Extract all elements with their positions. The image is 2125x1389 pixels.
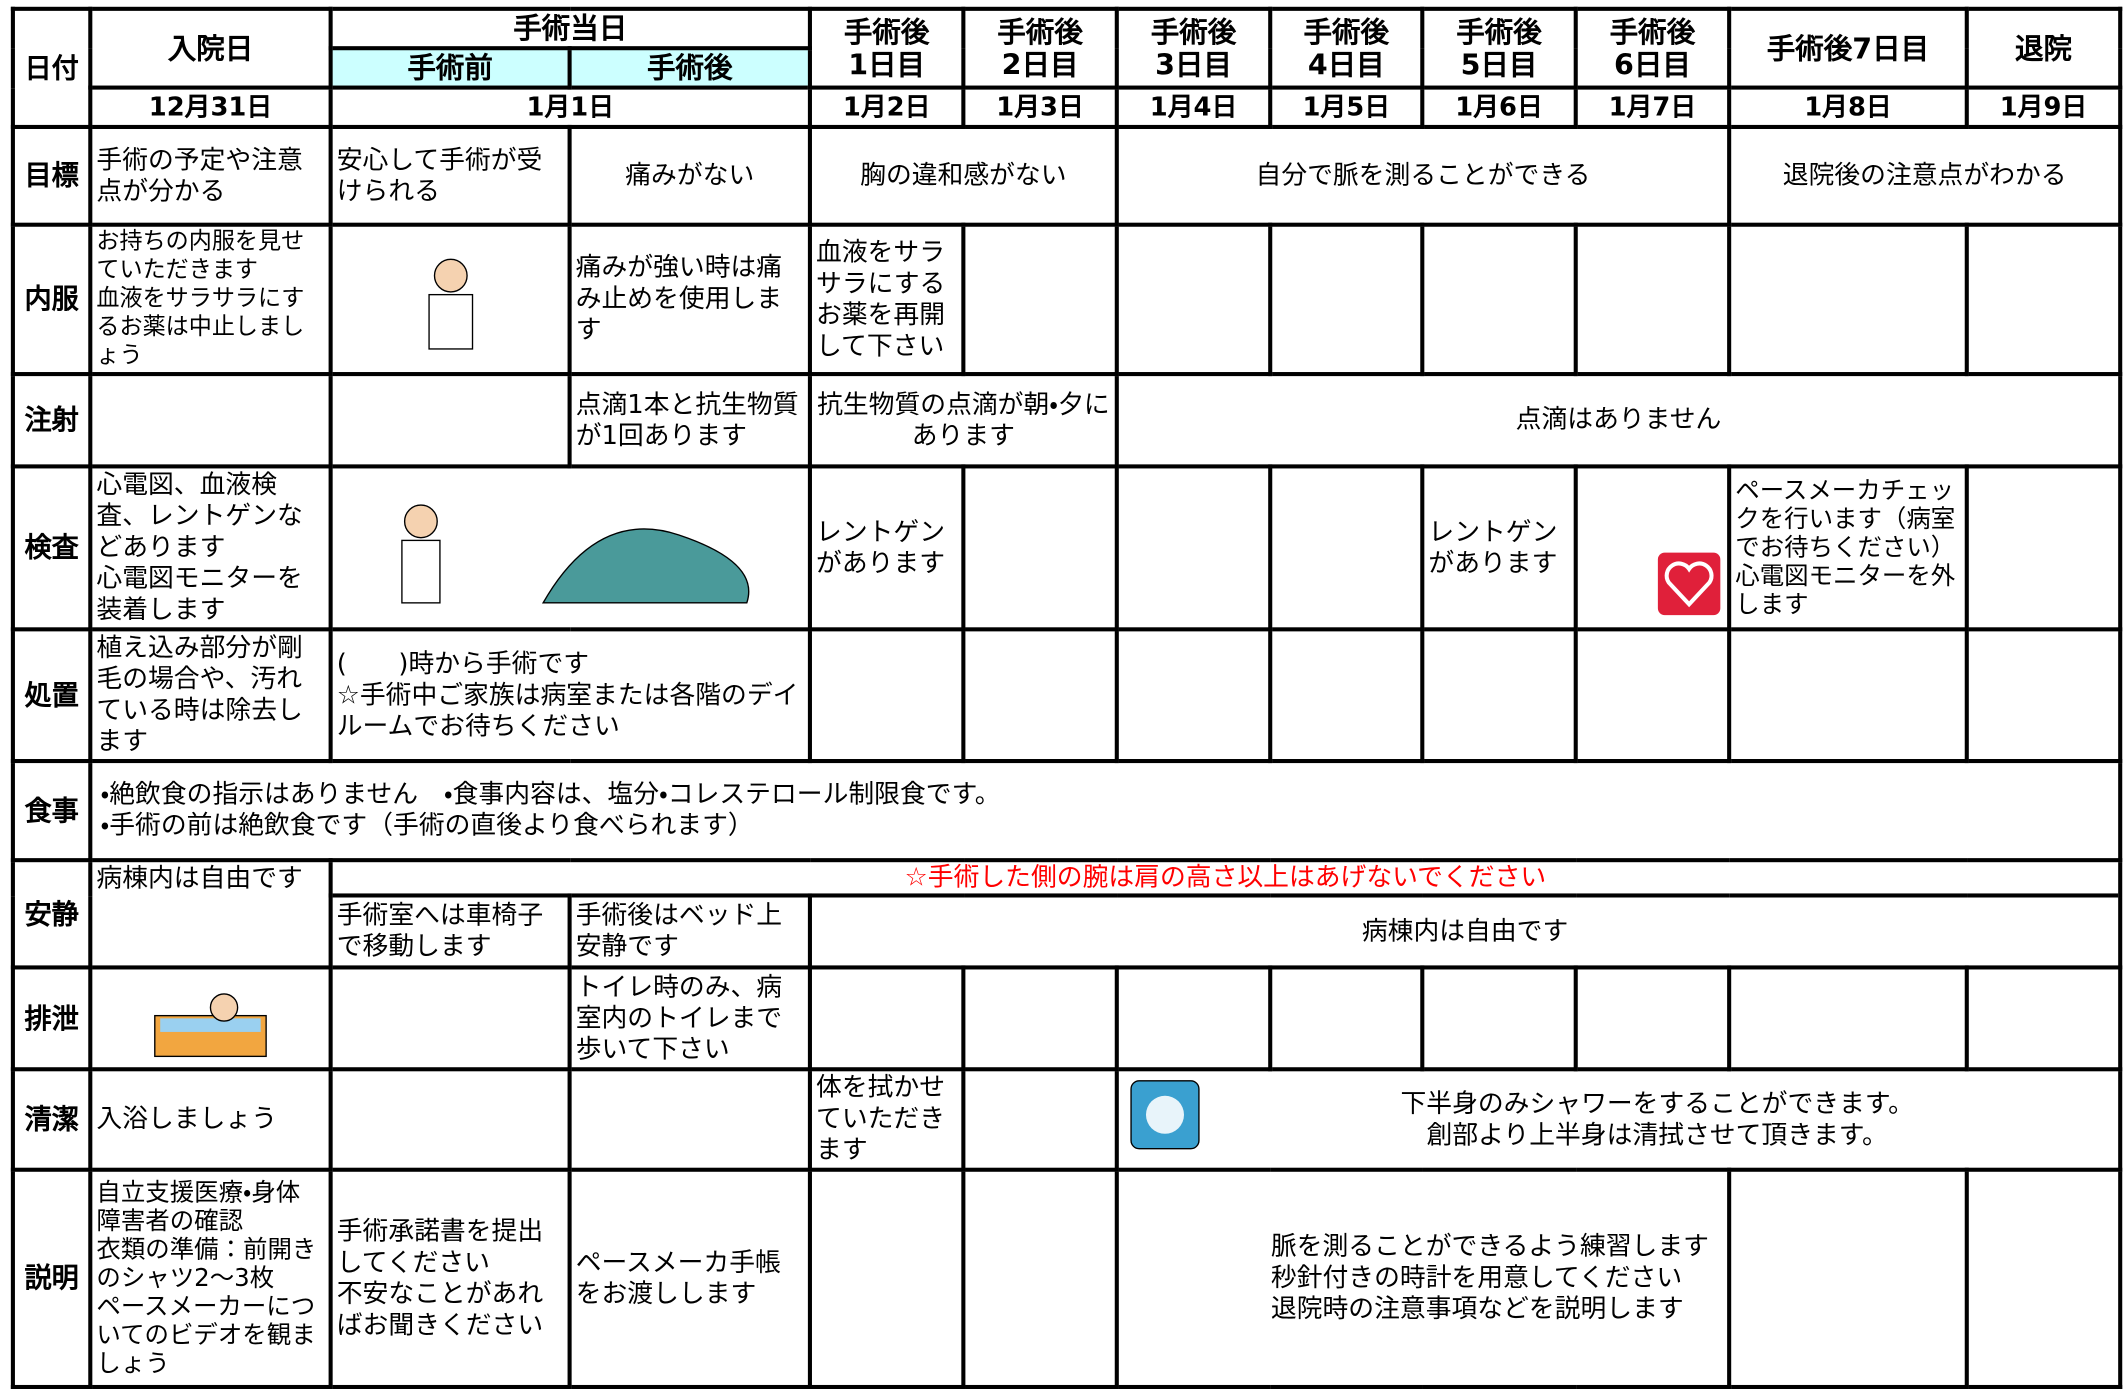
cell: 入浴しましょう <box>88 1067 333 1172</box>
doctor-icon <box>427 257 473 349</box>
cell: ペースメーカ手帳をお渡しします <box>567 1167 812 1389</box>
cell-text: 下半身のみシャワーをすることができます。 創部より上半身は清拭させて頂きます。 <box>1400 1088 1914 1150</box>
cell: レントゲンがあります <box>807 464 966 632</box>
row-label: 内服 <box>10 222 93 377</box>
page: 日付 入院日 手術当日 手術後 1日目 手術後 2日目 手術後 3日目 手術後 … <box>10 6 2123 1389</box>
col-head: 手術後7日目 <box>1727 6 1969 90</box>
cell: 自立支援医療・身体障害者の確認 衣類の準備：前開きのシャツ2～3枚 ペースメーカ… <box>88 1167 333 1389</box>
cell: 心電図、血液検査、レントゲンなどあります 心電図モニターを装着します <box>88 464 333 632</box>
col-head: 手術後 3日目 <box>1114 6 1273 90</box>
cell: 植え込み部分が剛毛の場合や、汚れている時は除去します <box>88 627 333 764</box>
date: 1月1日 <box>328 85 812 129</box>
cell: 脈を測ることができるよう練習します 秒針付きの時計を用意してください 退院時の注… <box>1114 1167 1732 1389</box>
cell: 病棟内は自由です <box>88 858 333 970</box>
cell: 体を拭かせていただきます <box>807 1067 966 1172</box>
date: 1月7日 <box>1573 85 1732 129</box>
cell <box>328 464 812 632</box>
cell: 手術後はベッド上安静です <box>567 893 812 970</box>
cell: ( )時から手術です ☆手術中ご家族は病室または各階のデイルームでお待ちください <box>328 627 812 764</box>
cell: 痛みが強い時は痛み止めを使用します <box>567 222 812 377</box>
cell: ペースメーカチェックを行います（病室でお待ちください） 心電図モニターを外します <box>1727 464 1969 632</box>
col-head: 手術後 2日目 <box>961 6 1119 90</box>
cell: 病棟内は自由です <box>807 893 2123 970</box>
date: 1月2日 <box>807 85 966 129</box>
col-head: 手術後 4日目 <box>1268 6 1425 90</box>
col-head: 手術後 6日目 <box>1573 6 1732 90</box>
row-label: 清潔 <box>10 1067 93 1172</box>
date: 1月8日 <box>1727 85 1969 129</box>
cell: 自分で脈を測ることができる <box>1114 124 1732 227</box>
cell: 手術室へは車椅子で移動します <box>328 893 572 970</box>
cell: 胸の違和感がない <box>807 124 1119 227</box>
cell: 点滴1本と抗生物質が1回あります <box>567 372 812 469</box>
cell: 痛みがない <box>567 124 812 227</box>
row-label: 説明 <box>10 1167 93 1389</box>
date: 1月5日 <box>1268 85 1425 129</box>
cell: 血液をサラサラにするお薬を再開して下さい <box>807 222 966 377</box>
row-label: 検査 <box>10 464 93 632</box>
date: 12月31日 <box>88 85 333 129</box>
date: 1月3日 <box>961 85 1119 129</box>
col-head: 手術後 <box>567 46 812 90</box>
col-head: 手術後 5日目 <box>1420 6 1578 90</box>
notice: ☆手術した側の腕は肩の高さ以上はあげないでください <box>328 858 2123 896</box>
row-label: 食事 <box>10 759 93 863</box>
cell: 下半身のみシャワーをすることができます。 創部より上半身は清拭させて頂きます。 <box>1114 1067 2123 1172</box>
cell: ・絶飲食の指示はありません ・食事内容は、塩分・コレステロール制限食です。 ・手… <box>88 759 2123 863</box>
cell: トイレ時のみ、病室内のトイレまで歩いて下さい <box>567 965 812 1072</box>
col-head: 入院日 <box>88 6 333 90</box>
row-label: 安静 <box>10 858 93 970</box>
col-head: 退院 <box>1964 6 2123 90</box>
row-label: 日付 <box>10 6 93 129</box>
cell: 手術承諾書を提出してください 不安なことがあればお聞きください <box>328 1167 572 1389</box>
cell: レントゲンがあります <box>1420 464 1578 632</box>
heart-icon <box>1657 552 1721 616</box>
cell <box>88 965 333 1072</box>
row-label: 目標 <box>10 124 93 227</box>
pathway-table: 日付 入院日 手術当日 手術後 1日目 手術後 2日目 手術後 3日目 手術後 … <box>10 6 2123 1389</box>
date: 1月9日 <box>1964 85 2123 129</box>
cell: 点滴はありません <box>1114 372 2123 469</box>
col-head: 手術当日 <box>328 6 812 51</box>
row-label: 処置 <box>10 627 93 764</box>
pathway: 日付 入院日 手術当日 手術後 1日目 手術後 2日目 手術後 3日目 手術後 … <box>10 6 2123 1389</box>
cell: 手術の予定や注意点が分かる <box>88 124 333 227</box>
cell <box>328 222 572 377</box>
bath-icon <box>154 993 267 1058</box>
row-label: 注射 <box>10 372 93 469</box>
cell <box>1573 464 1732 632</box>
date: 1月4日 <box>1114 85 1273 129</box>
date: 1月6日 <box>1420 85 1578 129</box>
shower-icon <box>1130 1080 1200 1150</box>
cell: お持ちの内服を見せていただきます 血液をサラサラにするお薬は中止しましょう <box>88 222 333 377</box>
cell: 抗生物質の点滴が朝・夕にあります <box>807 372 1119 469</box>
row-label: 排泄 <box>10 965 93 1072</box>
surgery-icon <box>401 503 750 603</box>
col-head: 手術前 <box>328 46 572 90</box>
cell: 退院後の注意点がわかる <box>1727 124 2123 227</box>
col-head: 手術後 1日目 <box>807 6 966 90</box>
cell: 安心して手術が受けられる <box>328 124 572 227</box>
